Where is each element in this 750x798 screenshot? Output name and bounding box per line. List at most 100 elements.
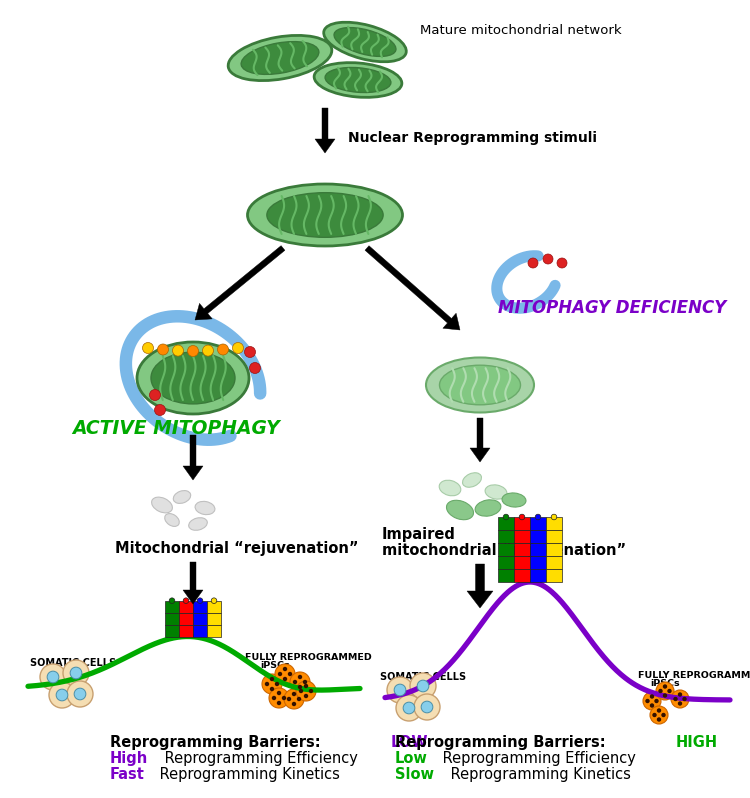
Text: Reprogramming Efficiency: Reprogramming Efficiency [438, 751, 635, 766]
Circle shape [292, 701, 296, 706]
Circle shape [188, 346, 199, 357]
Circle shape [417, 680, 429, 692]
Ellipse shape [325, 68, 391, 93]
Text: SOMATIC CELLS: SOMATIC CELLS [30, 658, 116, 668]
Circle shape [682, 697, 687, 701]
Text: Mitochondrial “rejuvenation”: Mitochondrial “rejuvenation” [115, 540, 358, 555]
Circle shape [650, 703, 654, 708]
Circle shape [40, 664, 66, 690]
Circle shape [663, 685, 668, 689]
Bar [546, 517, 562, 530]
Bar [514, 517, 530, 530]
Polygon shape [195, 246, 285, 320]
Circle shape [63, 660, 89, 686]
Ellipse shape [189, 518, 207, 531]
Text: Fast: Fast [110, 767, 145, 782]
Bar [498, 569, 514, 582]
Circle shape [56, 689, 68, 701]
Polygon shape [315, 108, 335, 153]
Bar [498, 530, 514, 543]
Bar [165, 601, 179, 613]
Circle shape [67, 681, 93, 707]
Ellipse shape [440, 480, 460, 496]
Text: Reprogramming Barriers:: Reprogramming Barriers: [395, 735, 610, 750]
Polygon shape [467, 564, 493, 608]
Ellipse shape [485, 485, 507, 500]
Circle shape [657, 717, 662, 721]
Circle shape [270, 687, 274, 691]
Text: iPSCs: iPSCs [260, 661, 290, 670]
Bar [514, 530, 530, 543]
Circle shape [172, 345, 184, 356]
Text: mitochondrial “rejuvenation”: mitochondrial “rejuvenation” [382, 543, 626, 558]
Circle shape [283, 677, 287, 681]
Polygon shape [470, 418, 490, 462]
Circle shape [211, 598, 217, 603]
Circle shape [272, 696, 276, 700]
Bar [207, 613, 221, 625]
Text: LOW: LOW [390, 735, 427, 750]
Text: Low: Low [395, 751, 427, 766]
Circle shape [74, 688, 86, 700]
Circle shape [250, 362, 260, 373]
Ellipse shape [324, 22, 406, 61]
Ellipse shape [173, 491, 190, 504]
Circle shape [275, 664, 295, 684]
Circle shape [671, 690, 689, 708]
Ellipse shape [242, 41, 319, 74]
Circle shape [652, 713, 657, 717]
Circle shape [304, 693, 308, 698]
Ellipse shape [426, 358, 534, 413]
Circle shape [277, 691, 281, 695]
Circle shape [414, 694, 440, 720]
Circle shape [158, 344, 169, 355]
Circle shape [282, 696, 286, 700]
Circle shape [142, 342, 154, 354]
Bar [193, 601, 207, 613]
Circle shape [232, 342, 244, 354]
Bar [530, 517, 546, 530]
Circle shape [536, 514, 541, 519]
Circle shape [422, 701, 433, 713]
Text: HIGH: HIGH [675, 735, 717, 750]
Text: Slow: Slow [395, 767, 434, 782]
Circle shape [387, 677, 413, 703]
Circle shape [304, 684, 308, 688]
Ellipse shape [152, 497, 172, 513]
Text: Impaired: Impaired [382, 527, 456, 542]
Circle shape [292, 680, 297, 684]
Bar [165, 625, 179, 637]
Bar [207, 601, 221, 613]
Ellipse shape [195, 501, 215, 515]
Circle shape [274, 681, 279, 686]
Bar [546, 556, 562, 569]
Circle shape [303, 680, 307, 684]
Text: High: High [110, 751, 148, 766]
Circle shape [183, 598, 189, 603]
Circle shape [503, 514, 509, 519]
Circle shape [290, 672, 310, 692]
Text: Reprogramming Efficiency: Reprogramming Efficiency [160, 751, 358, 766]
Ellipse shape [463, 472, 482, 488]
Circle shape [202, 345, 214, 356]
Bar [179, 613, 193, 625]
Bar [498, 556, 514, 569]
Text: Reprogramming Barriers:: Reprogramming Barriers: [110, 735, 326, 750]
Circle shape [265, 681, 269, 686]
Circle shape [217, 344, 229, 355]
Bar [514, 556, 530, 569]
Circle shape [528, 258, 538, 268]
Text: iPSCs: iPSCs [650, 679, 680, 688]
Circle shape [278, 672, 282, 676]
Bar [530, 569, 546, 582]
Circle shape [269, 688, 289, 708]
Circle shape [154, 405, 166, 416]
Circle shape [662, 713, 666, 717]
Bar [530, 530, 546, 543]
Circle shape [284, 689, 304, 709]
Bar [193, 613, 207, 625]
Circle shape [298, 685, 302, 689]
Circle shape [656, 682, 674, 700]
Circle shape [170, 598, 175, 603]
Ellipse shape [228, 35, 332, 81]
